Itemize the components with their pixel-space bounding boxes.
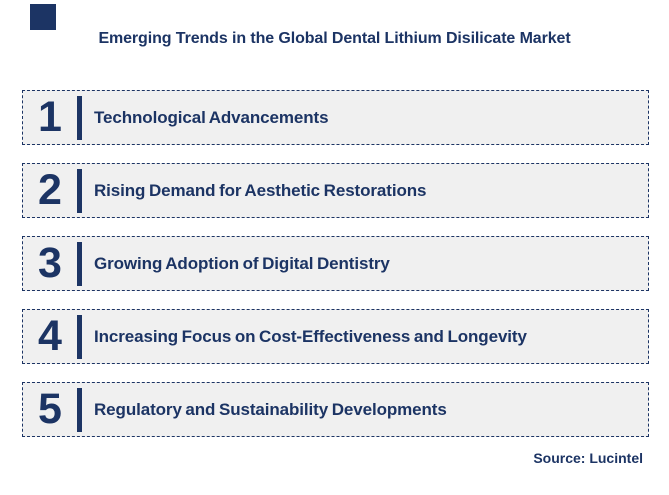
trend-label: Growing Adoption of Digital Dentistry (94, 253, 390, 273)
trend-number: 5 (38, 385, 62, 433)
trend-label: Regulatory and Sustainability Developmen… (94, 399, 447, 419)
trend-number: 3 (38, 239, 62, 287)
number-divider-bar (77, 168, 82, 213)
number-divider-bar (77, 95, 82, 140)
number-divider-bar (77, 387, 82, 432)
number-divider-bar (77, 314, 82, 359)
page-title: Emerging Trends in the Global Dental Lit… (98, 30, 571, 47)
trend-number: 2 (38, 166, 62, 214)
trend-label: Rising Demand for Aesthetic Restorations (94, 180, 427, 200)
trend-row-2: 2 Rising Demand for Aesthetic Restoratio… (22, 163, 649, 218)
trend-row-1: 1 Technological Advancements (22, 90, 649, 145)
trend-number: 1 (38, 93, 62, 141)
trend-row-3: 3 Growing Adoption of Digital Dentistry (22, 236, 649, 291)
corner-square-decoration (30, 4, 56, 30)
source-credit: Source: Lucintel (533, 450, 643, 466)
trend-number: 4 (38, 312, 62, 360)
number-divider-bar (77, 241, 82, 286)
trend-row-4: 4 Increasing Focus on Cost-Effectiveness… (22, 309, 649, 364)
trend-label: Technological Advancements (94, 107, 329, 127)
trend-label: Increasing Focus on Cost-Effectiveness a… (94, 326, 527, 346)
trend-row-5: 5 Regulatory and Sustainability Developm… (22, 382, 649, 437)
